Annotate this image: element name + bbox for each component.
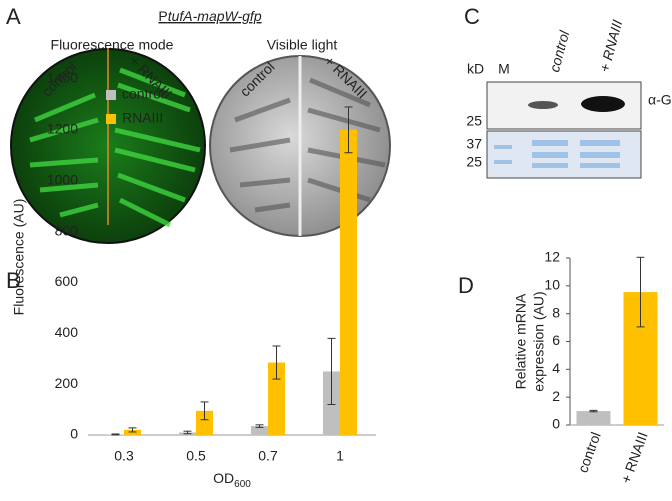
y-tick-label: 400 <box>55 324 79 340</box>
y-tick-label: 6 <box>552 332 560 348</box>
x-label-main: OD <box>213 470 234 486</box>
x-axis-label: OD600 <box>213 470 251 490</box>
x-tick-label: 0.5 <box>186 448 206 464</box>
title-prefix: P <box>158 8 167 24</box>
y-tick-label: 0 <box>70 426 78 442</box>
lane-label: + RNAIII <box>596 18 625 74</box>
x-tick-label: 1 <box>336 448 344 464</box>
y-axis-label: Fluorescence (AU) <box>11 199 27 316</box>
bar <box>251 426 268 435</box>
plate-caption: Visible light <box>267 37 338 53</box>
marker-label: 25 <box>466 113 482 129</box>
y-tick-label: 8 <box>552 304 560 320</box>
y-tick-label: 800 <box>55 222 79 238</box>
blot-band <box>581 96 625 112</box>
y-tick-label: 1200 <box>47 121 78 137</box>
panel-label: C <box>464 4 480 29</box>
bar <box>268 362 285 435</box>
panel-label: A <box>6 4 21 29</box>
legend-label: RNAIII <box>122 110 163 126</box>
unit-label: kD <box>467 61 484 77</box>
legend-label: control <box>122 86 164 102</box>
bar <box>196 410 213 435</box>
plate-caption: Fluorescence mode <box>51 37 174 53</box>
title-gene: tufA-mapW-gfp <box>168 8 262 24</box>
x-tick-label: 0.3 <box>114 448 134 464</box>
stain-bands <box>494 140 620 168</box>
antibody-label: α-GFP <box>648 92 672 108</box>
fluorescence-plate <box>10 48 206 244</box>
panel-a-title: PtufA-mapW-gfp <box>158 8 261 24</box>
lane-label: control <box>546 28 573 74</box>
bar <box>124 429 141 435</box>
y-tick-label: 12 <box>544 249 560 265</box>
y-axis-label: expression (AU) <box>531 291 547 391</box>
y-tick-label: 10 <box>544 277 560 293</box>
y-tick-label: 1000 <box>47 171 78 187</box>
y-tick-label: 600 <box>55 273 79 289</box>
y-tick-label: 4 <box>552 360 560 376</box>
legend-swatch <box>106 90 116 100</box>
panel-label: B <box>6 268 21 293</box>
x-label-sub: 600 <box>234 479 251 490</box>
bar <box>340 129 357 435</box>
y-tick-label: 0 <box>552 416 560 432</box>
legend-swatch <box>106 114 116 124</box>
panel-label: D <box>458 273 474 298</box>
lane-label: M <box>498 61 510 77</box>
x-tick-label: 0.7 <box>258 448 278 464</box>
x-tick-label: control <box>574 430 603 475</box>
x-tick-label: + RNAIII <box>618 430 651 486</box>
y-tick-label: 200 <box>55 375 79 391</box>
bar <box>576 411 611 425</box>
marker-label: 25 <box>466 154 482 170</box>
y-axis-label: Relative mRNA <box>513 293 529 389</box>
marker-label: 37 <box>466 136 482 152</box>
y-tick-label: 2 <box>552 388 560 404</box>
y-tick-label: 1400 <box>47 70 78 86</box>
blot-band <box>528 101 558 109</box>
